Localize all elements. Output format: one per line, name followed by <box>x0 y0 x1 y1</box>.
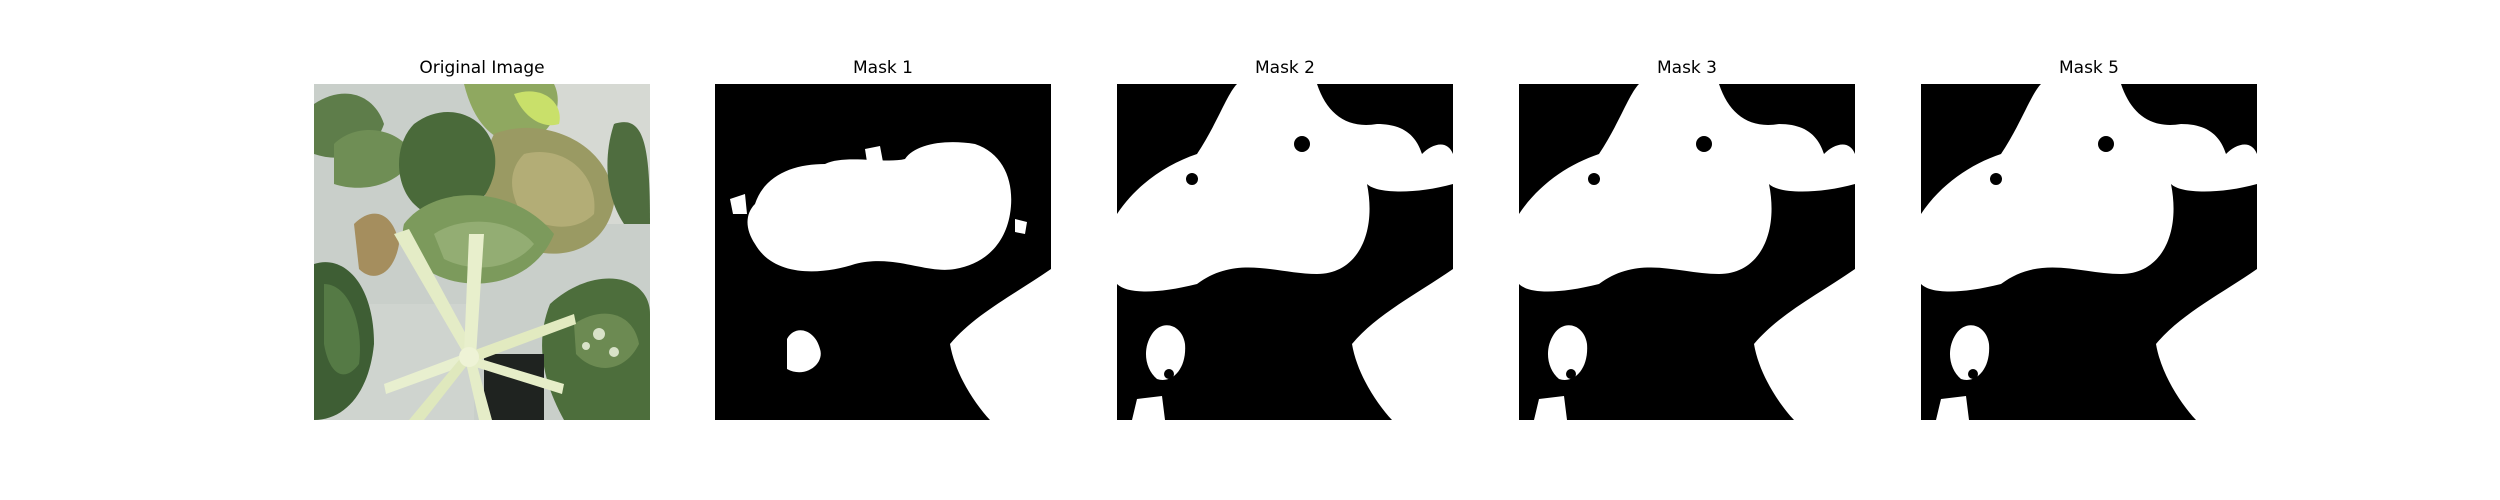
panel-mask-1: Mask 1 <box>715 0 1051 500</box>
mask-2-shapes <box>1117 84 1453 420</box>
mask-2-image <box>1117 84 1453 420</box>
mask-3-shapes <box>1519 84 1855 420</box>
panel-title-original-image: Original Image <box>419 58 545 78</box>
panel-mask-5: Mask 5 <box>1921 0 2257 500</box>
mask-5-shapes <box>1921 84 2257 420</box>
panel-title-mask-3: Mask 3 <box>1656 58 1717 78</box>
original-plant-photo <box>314 84 650 420</box>
panel-title-mask-2: Mask 2 <box>1254 58 1315 78</box>
mask-5-image <box>1921 84 2257 420</box>
panel-original-image: Original Image <box>314 0 650 500</box>
mask-1-image <box>715 84 1051 420</box>
panel-title-mask-1: Mask 1 <box>852 58 913 78</box>
panel-mask-2: Mask 2 <box>1117 0 1453 500</box>
panel-mask-3: Mask 3 <box>1519 0 1855 500</box>
mask-1-shapes <box>715 84 1051 420</box>
plant-photo-illustration <box>314 84 650 420</box>
mask-3-image <box>1519 84 1855 420</box>
panel-title-mask-5: Mask 5 <box>2058 58 2119 78</box>
